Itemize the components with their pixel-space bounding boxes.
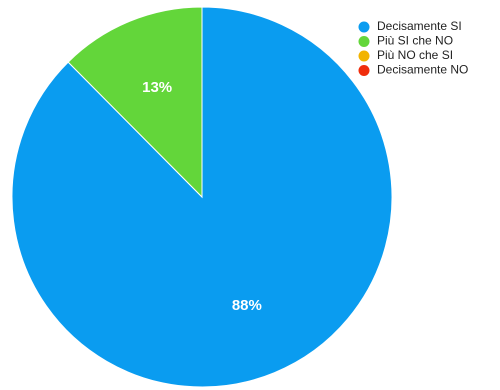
- legend-item-piu-si-che-no: Più SI che NO: [358, 34, 453, 48]
- legend-swatch-piu-no-che-si: [358, 50, 370, 62]
- pie-slice-labels: 88% 13%: [142, 79, 262, 314]
- legend-swatch-decisamente-si: [358, 21, 370, 33]
- legend-label-piu-no-che-si: Più NO che SI: [377, 48, 453, 62]
- legend-swatch-piu-si-che-no: [358, 36, 370, 47]
- slice-label-piu-si-che-no: 13%: [142, 79, 172, 96]
- legend-label-decisamente-si: Decisamente SI: [377, 19, 462, 33]
- pie-slice-piu-si-che-no: [67, 6, 203, 199]
- pie-slice-decisamente-si: [11, 6, 393, 388]
- legend-item-decisamente-si: Decisamente SI: [358, 19, 462, 33]
- slice-label-decisamente-si: 88%: [232, 297, 262, 314]
- legend-label-piu-si-che-no: Più SI che NO: [377, 34, 453, 48]
- legend-swatch-decisamente-no: [358, 65, 370, 76]
- pie-slices: [11, 6, 393, 388]
- legend-item-decisamente-no: Decisamente NO: [358, 63, 468, 77]
- legend-label-decisamente-no: Decisamente NO: [377, 63, 468, 77]
- legend-item-piu-no-che-si: Più NO che SI: [358, 48, 453, 62]
